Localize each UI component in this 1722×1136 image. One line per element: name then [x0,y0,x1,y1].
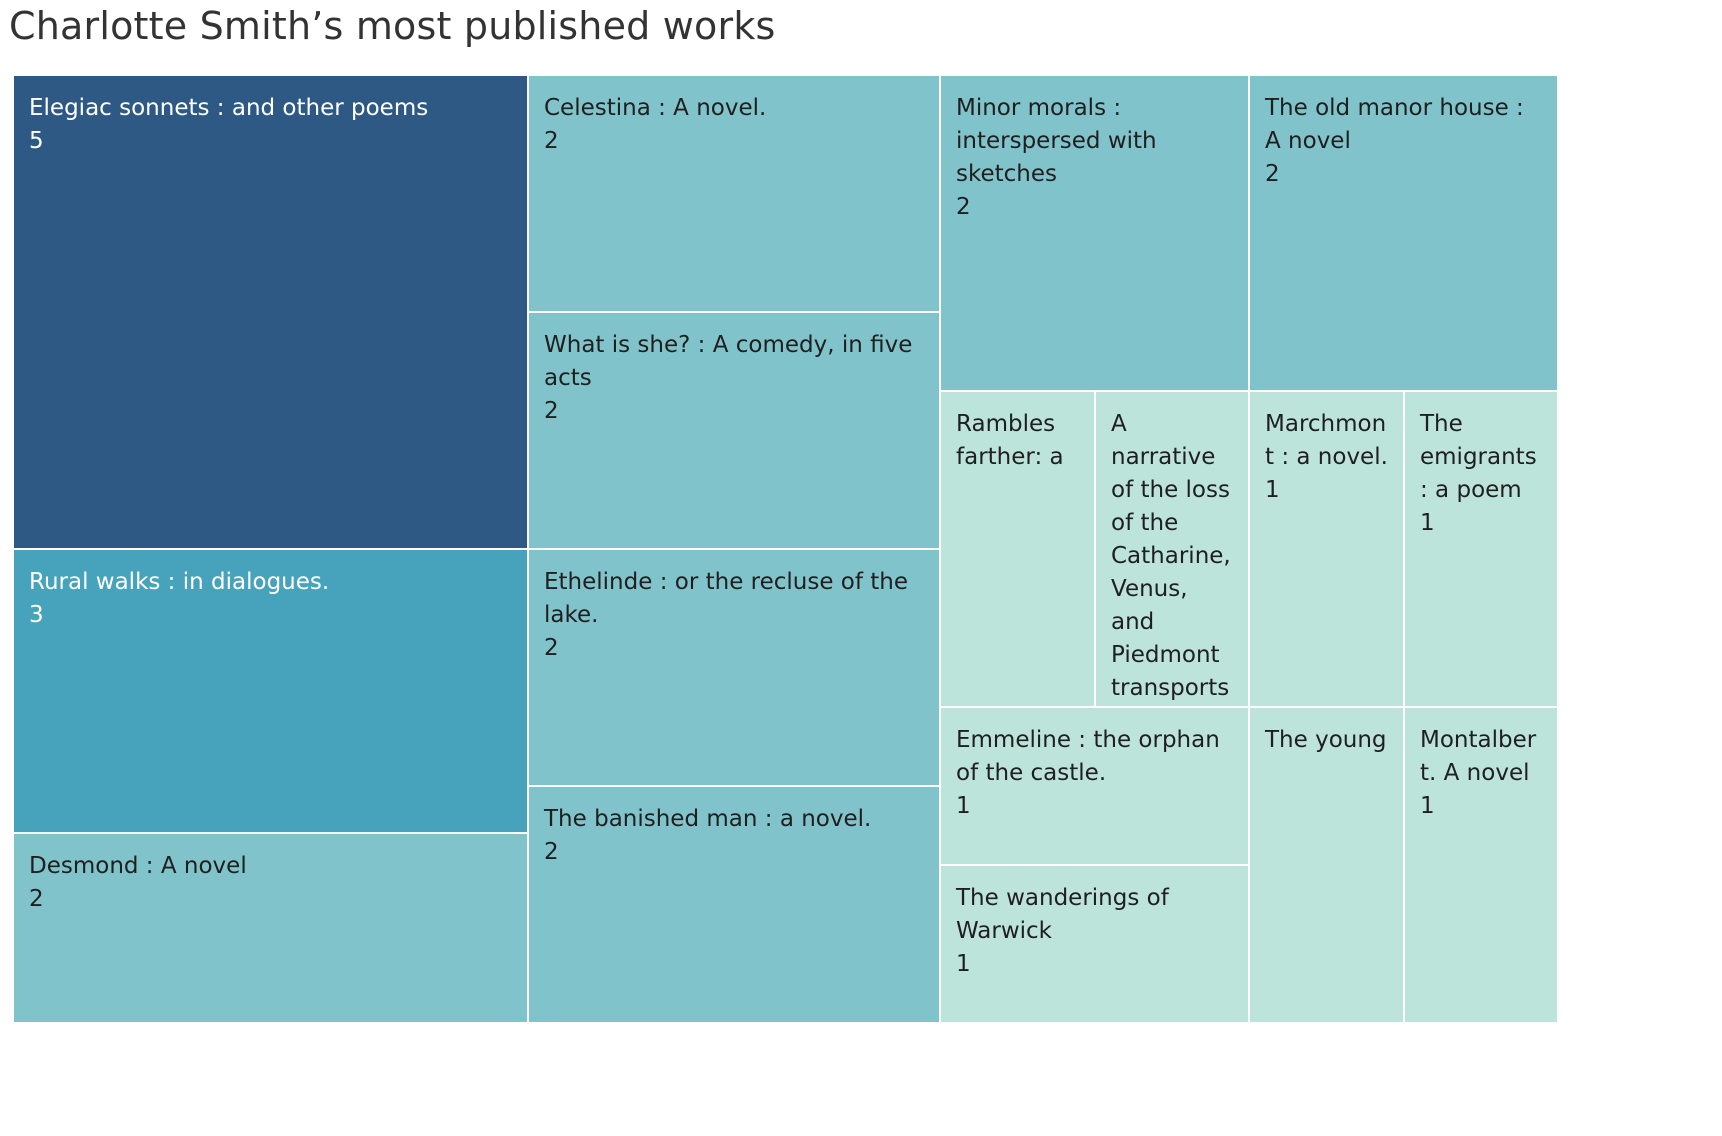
tile-value: 2 [544,128,559,154]
treemap-tile-what-is-she-a-comedy-in-five-acts[interactable]: What is she? : A comedy, in five acts 2 [529,313,941,550]
tile-value: 1 [1265,477,1280,503]
tile-value: 1 [1420,793,1435,819]
treemap-tile-the-old-manor-house-a-novel[interactable]: The old manor house : A novel 2 [1250,76,1559,392]
tile-label: The banished man : a novel. [544,806,872,832]
treemap-tile-the-young[interactable]: The young [1250,708,1405,1024]
treemap-tile-rambles-farther-a[interactable]: Rambles farther: a [941,392,1096,708]
tile-label: Elegiac sonnets : and other poems [29,95,429,121]
tile-label: What is she? : A comedy, in five acts [544,332,913,391]
tile-label: Desmond : A novel [29,853,247,879]
tile-value: 1 [1420,510,1435,536]
tile-label: Marchmont : a novel. [1265,411,1388,470]
tile-label: The wanderings of Warwick [956,885,1169,944]
tile-value: 1 [956,951,971,977]
treemap-tile-the-banished-man-a-novel[interactable]: The banished man : a novel. 2 [529,787,941,1024]
tile-value: 2 [29,886,44,912]
treemap-tile-the-emigrants-a-poem[interactable]: The emigrants : a poem 1 [1405,392,1559,708]
tile-value: 2 [1265,161,1280,187]
tile-value: 2 [544,839,559,865]
tile-label: The emigrants : a poem [1420,411,1537,503]
treemap-tile-minor-morals-interspersed-with-sketches[interactable]: Minor morals : interspersed with sketche… [941,76,1250,392]
tile-value: 2 [956,194,971,220]
tile-value: 5 [29,128,44,154]
treemap-tile-marchmont-a-novel[interactable]: Marchmont : a novel. 1 [1250,392,1405,708]
tile-value: 1 [956,793,971,819]
tile-label: Emmeline : the orphan of the castle. [956,727,1220,786]
treemap-tile-emmeline-the-orphan-of-the-castle[interactable]: Emmeline : the orphan of the castle. 1 [941,708,1250,866]
treemap-tile-a-narrative-of-the-loss-of-the-catharine[interactable]: A narrative of the loss of the Catharine… [1096,392,1250,708]
tile-label: Rural walks : in dialogues. [29,569,330,595]
tile-label: Minor morals : interspersed with sketche… [956,95,1157,187]
treemap-tile-montalbert-a-novel[interactable]: Montalbert. A novel 1 [1405,708,1559,1024]
tile-label: Ethelinde : or the recluse of the lake. [544,569,909,628]
chart-title: Charlotte Smith’s most published works [9,4,776,48]
tile-label: The young [1265,727,1387,753]
tile-value: 2 [544,398,559,424]
treemap-tile-ethelinde-or-the-recluse-of-the-lake[interactable]: Ethelinde : or the recluse of the lake. 2 [529,550,941,787]
tile-label: Celestina : A novel. [544,95,767,121]
tile-label: Montalbert. A novel [1420,727,1537,786]
treemap-tile-celestina-a-novel[interactable]: Celestina : A novel. 2 [529,76,941,313]
tile-value: 3 [29,602,44,628]
tile-label: Rambles farther: a [956,411,1064,470]
tile-value: 2 [544,635,559,661]
tile-label: A narrative of the loss of the Catharine… [1111,411,1231,701]
treemap-tile-elegiac-sonnets-and-other-poems[interactable]: Elegiac sonnets : and other poems 5 [14,76,529,550]
treemap-tile-desmond-a-novel[interactable]: Desmond : A novel 2 [14,834,529,1024]
treemap-tile-rural-walks-in-dialogues[interactable]: Rural walks : in dialogues. 3 [14,550,529,834]
treemap-tile-the-wanderings-of-warwick[interactable]: The wanderings of Warwick 1 [941,866,1250,1024]
tile-label: The old manor house : A novel [1265,95,1524,154]
